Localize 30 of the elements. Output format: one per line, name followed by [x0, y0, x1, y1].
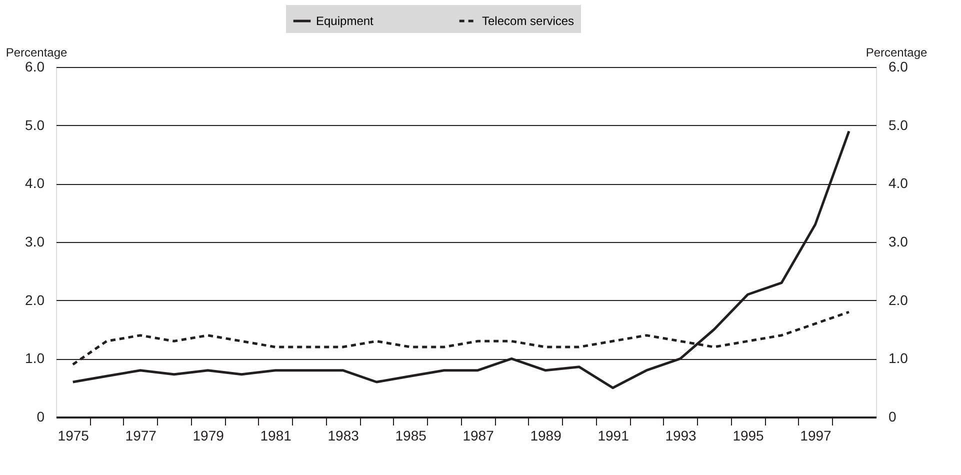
x-tick-label: 1987 — [462, 428, 494, 444]
y-tick-label: 5.0 — [25, 116, 45, 133]
x-tick-label: 1977 — [125, 428, 157, 444]
x-tick-label: 1985 — [395, 428, 427, 444]
x-tick-label: 1997 — [800, 428, 832, 444]
x-tick-label: 1983 — [328, 428, 360, 444]
y2-tick-label: 0 — [888, 408, 896, 424]
y2-tick-label: 3.0 — [888, 234, 908, 250]
x-tick-label: 1993 — [665, 428, 697, 444]
y2-tick-label: 6.0 — [888, 58, 908, 74]
y-tick-label: 0 — [36, 408, 45, 424]
y2-axis-title: Percentage — [866, 46, 928, 60]
x-tick-label: 1981 — [260, 428, 292, 444]
legend-label: Telecom services — [482, 14, 574, 28]
y2-tick-label: 5.0 — [888, 116, 908, 133]
y-tick-label: 4.0 — [25, 175, 45, 192]
x-tick-label: 1991 — [598, 428, 630, 444]
y2-tick-label: 2.0 — [888, 292, 908, 308]
y2-tick-label: 1.0 — [888, 350, 908, 366]
y-axis-title: Percentage — [6, 46, 68, 60]
x-tick-label: 1979 — [192, 428, 224, 444]
x-tick-label: 1989 — [530, 428, 562, 444]
x-tick-label: 1995 — [732, 428, 764, 444]
y2-tick-label: 4.0 — [888, 175, 908, 192]
x-tick-label: 1975 — [58, 428, 90, 444]
y-tick-label: 1.0 — [25, 350, 45, 366]
y-tick-label: 6.0 — [25, 58, 45, 74]
y-tick-label: 3.0 — [25, 234, 45, 250]
legend-label: Equipment — [316, 14, 374, 28]
y-tick-label: 2.0 — [25, 292, 45, 308]
